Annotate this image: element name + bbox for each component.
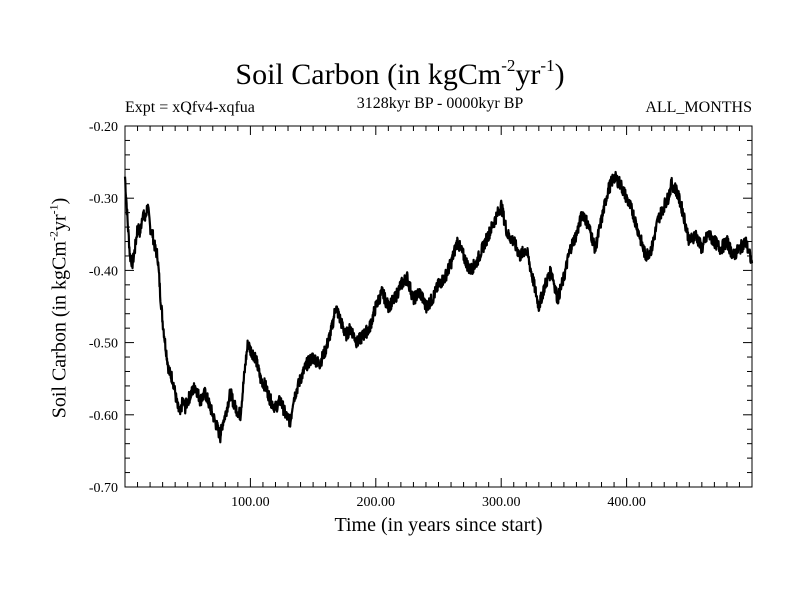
experiment-label: Expt = xQfv4-xqfua bbox=[125, 99, 255, 116]
x-tick-label: 400.00 bbox=[607, 495, 646, 510]
y-tick-label: -0.60 bbox=[89, 409, 118, 424]
time-range-label: 3128kyr BP - 0000kyr BP bbox=[356, 95, 524, 112]
y-tick-label: -0.50 bbox=[89, 337, 118, 352]
y-tick-label: -0.30 bbox=[89, 192, 118, 207]
x-tick-label: 100.00 bbox=[231, 495, 270, 510]
y-tick-label: -0.70 bbox=[89, 481, 118, 496]
y-axis-label: Soil Carbon (in kgCm-2yr-1) bbox=[46, 197, 71, 419]
x-tick-label: 300.00 bbox=[482, 495, 521, 510]
x-tick-label: 200.00 bbox=[357, 495, 396, 510]
chart-title: Soil Carbon (in kgCm-2yr-1) bbox=[235, 56, 565, 91]
months-label: ALL_MONTHS bbox=[645, 99, 752, 116]
y-tick-label: -0.20 bbox=[89, 120, 118, 135]
x-axis-label: Time (in years since start) bbox=[334, 514, 543, 536]
series-line-soil-carbon bbox=[123, 170, 754, 444]
y-tick-label: -0.40 bbox=[89, 264, 118, 279]
